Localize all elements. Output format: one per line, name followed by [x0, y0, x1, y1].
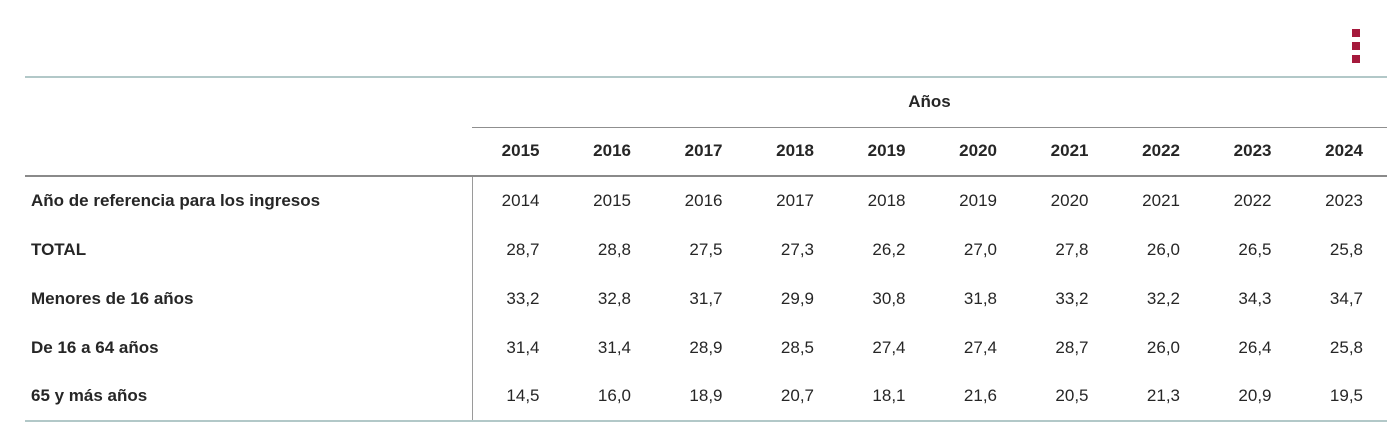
- table-cell: 33,2: [1055, 288, 1089, 308]
- table-cell: 20,7: [780, 386, 814, 405]
- table-cell: 28,7: [1055, 337, 1089, 357]
- year-column-header: 2016: [563, 127, 655, 177]
- data-table: Años 2015 2016 2017 2018 2019 2020 2021 …: [25, 76, 1387, 422]
- year-column-header: 2018: [746, 127, 838, 177]
- corner-cell: [25, 127, 472, 177]
- kebab-menu-icon: [1352, 55, 1360, 63]
- table-cell: 30,8: [872, 288, 906, 308]
- table-cell: 31,7: [689, 288, 723, 308]
- row-label: Año de referencia para los ingresos: [31, 191, 321, 210]
- table-row: De 16 a 64 años 31,4 31,4 28,9 28,5 27,4…: [25, 323, 1387, 372]
- table-cell: 2023: [1325, 191, 1363, 210]
- table-cell: 2020: [1050, 191, 1089, 210]
- table-cell: 2021: [1142, 191, 1180, 210]
- table-cell: 14,5: [471, 372, 564, 421]
- table-cell: 2017: [776, 191, 814, 210]
- table-cell: 25,8: [1329, 239, 1363, 259]
- year-column-header: 2022: [1112, 127, 1204, 177]
- table-cell: 26,0: [1146, 337, 1180, 357]
- table-row: TOTAL 28,7 28,8 27,5 27,3 26,2 27,0 27,8…: [25, 225, 1387, 274]
- table-row: 65 y más años 14,5 16,0 18,9 20,7 18,1 2…: [25, 372, 1387, 421]
- table-cell: 26,0: [1146, 239, 1180, 259]
- table-cell: 26,4: [1238, 337, 1272, 357]
- year-column-header: 2017: [655, 127, 747, 177]
- table-cell: 29,9: [780, 288, 814, 308]
- table-cell: 27,4: [872, 337, 906, 357]
- table-cell: 16,0: [597, 386, 631, 405]
- table-cell: 2014: [471, 176, 564, 225]
- row-label: TOTAL: [31, 239, 87, 259]
- table-cell: 28,8: [597, 239, 631, 259]
- table-cell: 20,9: [1238, 386, 1272, 405]
- options-menu-button[interactable]: [1349, 26, 1363, 66]
- table-cell: 21,3: [1146, 386, 1180, 405]
- row-label: De 16 a 64 años: [31, 337, 159, 357]
- table-cell: 31,4: [597, 337, 631, 357]
- table-cell: 21,6: [963, 386, 997, 405]
- table-cell: 31,4: [471, 323, 564, 372]
- kebab-menu-icon: [1352, 42, 1360, 50]
- table-cell: 27,8: [1055, 239, 1089, 259]
- year-column-header: 2020: [929, 127, 1021, 177]
- table-cell: 2016: [684, 191, 723, 210]
- table-cell: 32,8: [597, 288, 631, 308]
- table-cell: 18,1: [872, 386, 906, 405]
- table-cell: 2019: [959, 191, 997, 210]
- table-container: Años 2015 2016 2017 2018 2019 2020 2021 …: [25, 76, 1387, 422]
- year-column-header: 2015: [472, 127, 564, 177]
- table-cell: 27,5: [689, 239, 723, 259]
- year-column-header: 2023: [1204, 127, 1296, 177]
- table-cell: 31,8: [963, 288, 997, 308]
- table-cell: 20,5: [1055, 386, 1089, 405]
- table-cell: 27,4: [963, 337, 997, 357]
- year-column-header: 2019: [838, 127, 930, 177]
- year-column-header: 2024: [1295, 127, 1387, 177]
- kebab-menu-icon: [1352, 29, 1360, 37]
- table-cell: 34,7: [1329, 288, 1363, 308]
- table-cell: 33,2: [471, 274, 564, 323]
- table-cell: 28,9: [689, 337, 723, 357]
- table-cell: 32,2: [1146, 288, 1180, 308]
- table-cell: 26,2: [872, 239, 906, 259]
- table-cell: 18,9: [689, 386, 723, 405]
- year-column-header: 2021: [1021, 127, 1113, 177]
- table-row: Año de referencia para los ingresos 2014…: [25, 176, 1387, 225]
- table-cell: 27,3: [780, 239, 814, 259]
- table-cell: 2018: [867, 191, 906, 210]
- table-row: Menores de 16 años 33,2 32,8 31,7 29,9 3…: [25, 274, 1387, 323]
- table-cell: 28,5: [780, 337, 814, 357]
- table-cell: 19,5: [1329, 386, 1363, 405]
- table-cell: 34,3: [1238, 288, 1272, 308]
- row-label: Menores de 16 años: [31, 288, 194, 308]
- corner-cell: [25, 77, 472, 127]
- table-cell: 2022: [1233, 191, 1272, 210]
- table-cell: 28,7: [471, 225, 564, 274]
- years-group-header: Años: [472, 77, 1387, 128]
- row-label: 65 y más años: [31, 386, 148, 405]
- table-cell: 27,0: [963, 239, 997, 259]
- table-cell: 2015: [593, 191, 631, 210]
- table-cell: 25,8: [1329, 337, 1363, 357]
- table-cell: 26,5: [1238, 239, 1272, 259]
